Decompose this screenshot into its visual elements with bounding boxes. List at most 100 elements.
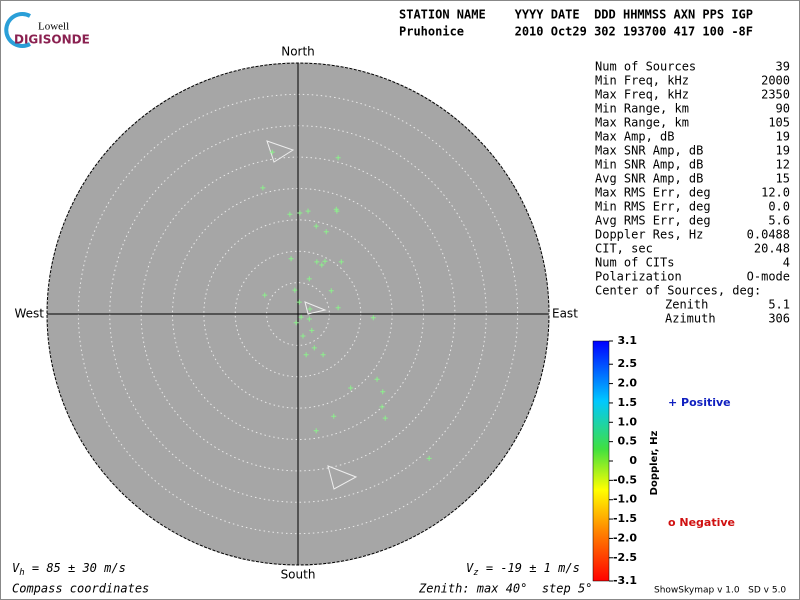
source-point (260, 185, 266, 191)
stat-value: 19 (776, 144, 790, 158)
colorbar-tick-label: -1.0 (613, 493, 637, 506)
source-point (303, 352, 309, 358)
direction-triangle (304, 301, 327, 315)
colorbar-tick-label: 2.0 (618, 377, 638, 390)
direction-triangle (266, 140, 295, 163)
stat-value: 2000 (761, 74, 790, 88)
colorbar-tick-label: -3.1 (613, 574, 637, 587)
source-point (306, 316, 312, 322)
stat-label: Max RMS Err, deg (595, 186, 711, 200)
stat-value: 5.6 (768, 214, 790, 228)
footer-mid: Zenith: max 40° step 5° (418, 582, 592, 596)
footer-right: ShowSkymap v 1.0 SD v 5.0 (654, 586, 786, 596)
compass-label: South (281, 568, 316, 582)
source-point (314, 259, 320, 265)
footer-left: Compass coordinates (12, 582, 149, 596)
source-point (313, 428, 319, 434)
stat-label: Min RMS Err, deg (595, 200, 711, 214)
source-point (374, 376, 380, 382)
compass-label: North (281, 45, 315, 59)
source-point (293, 320, 299, 326)
stat-value: 19 (776, 130, 790, 144)
colorbar-label: Doppler, Hz (649, 431, 660, 496)
stat-label: CIT, sec (595, 242, 653, 256)
header-line: STATION NAME YYYY DATE DDD HHMMSS AXN PP… (399, 8, 753, 22)
stats-table: Num of Sources 39 Min Freq, kHz 2000 Max Fre… (595, 60, 790, 326)
source-point (323, 229, 329, 235)
source-point (370, 315, 376, 321)
source-point (338, 259, 344, 265)
source-point (307, 306, 313, 312)
source-point (306, 276, 312, 282)
source-point (292, 287, 298, 293)
source-point (296, 299, 302, 305)
stat-label: Avg RMS Err, deg (595, 214, 711, 228)
stat-value: 2350 (761, 88, 790, 102)
source-point (305, 208, 311, 214)
stat-value: 5.1 (768, 298, 790, 312)
stat-label: Num of Sources (595, 60, 696, 74)
source-point (335, 305, 341, 311)
stat-label: Avg SNR Amp, dB (595, 172, 703, 186)
stats-subtitle: Center of Sources, deg: (595, 284, 761, 298)
source-point (300, 333, 306, 339)
colorbar-tick-label: 1.5 (618, 396, 638, 409)
stat-label: Max Range, km (595, 116, 689, 130)
source-point (288, 256, 294, 262)
vh-label: Vh = 85 ± 30 m/s (12, 561, 126, 578)
source-point (319, 262, 325, 268)
source-point (287, 211, 293, 217)
stat-value: 0.0488 (747, 228, 790, 242)
source-point (309, 327, 315, 333)
logo-arc (4, 12, 31, 48)
direction-triangle (327, 465, 358, 490)
colorbar-tick-label: 1.0 (618, 415, 638, 428)
source-point (322, 258, 328, 264)
stat-value: 90 (776, 102, 790, 116)
colorbar (592, 340, 610, 582)
logo-bottom: DIGISONDE (14, 33, 90, 47)
colorbar-tick-label: 0 (629, 454, 637, 467)
source-point (426, 455, 432, 461)
source-point (297, 210, 303, 216)
source-point (331, 413, 337, 419)
logo-top: Lowell (38, 21, 69, 33)
source-point (382, 415, 388, 421)
stat-label: Num of CITs (595, 256, 674, 270)
source-point (298, 314, 304, 320)
compass-label: East (552, 307, 578, 321)
source-point (380, 389, 386, 395)
vz-label: Vz = -19 ± 1 m/s (466, 561, 580, 578)
source-point (269, 149, 275, 155)
colorbar-tick-label: -2.5 (613, 551, 637, 564)
colorbar-tick-label: 0.5 (618, 435, 638, 448)
source-point (311, 345, 317, 351)
colorbar-tick-label: -2.0 (613, 531, 637, 544)
source-point (334, 208, 340, 214)
stat-value: 39 (776, 60, 790, 74)
colorbar-tick-label: 3.1 (618, 334, 638, 347)
stat-label: Max Amp, dB (595, 130, 674, 144)
source-point (320, 352, 326, 358)
stat-value: O-mode (747, 270, 790, 284)
stat-label: Azimuth (665, 312, 716, 326)
source-point (348, 385, 354, 391)
stat-value: 105 (768, 116, 790, 130)
colorbar-tick-label: -0.5 (613, 473, 637, 486)
source-point (379, 404, 385, 410)
source-point (262, 292, 268, 298)
plot: North South West East (14, 45, 578, 582)
stat-label: Min Range, km (595, 102, 689, 116)
stat-label: Zenith (665, 298, 708, 312)
source-point (313, 223, 319, 229)
source-point (335, 155, 341, 161)
stat-label: Min Freq, kHz (595, 74, 689, 88)
stat-value: 4 (783, 256, 790, 270)
stat-value: 12 (776, 158, 790, 172)
stat-label: Max Freq, kHz (595, 88, 689, 102)
header-line: Pruhonice 2010 Oct29 302 193700 417 100 … (399, 25, 753, 39)
stat-label: Max SNR Amp, dB (595, 144, 703, 158)
stat-value: 12.0 (761, 186, 790, 200)
source-point (328, 288, 334, 294)
